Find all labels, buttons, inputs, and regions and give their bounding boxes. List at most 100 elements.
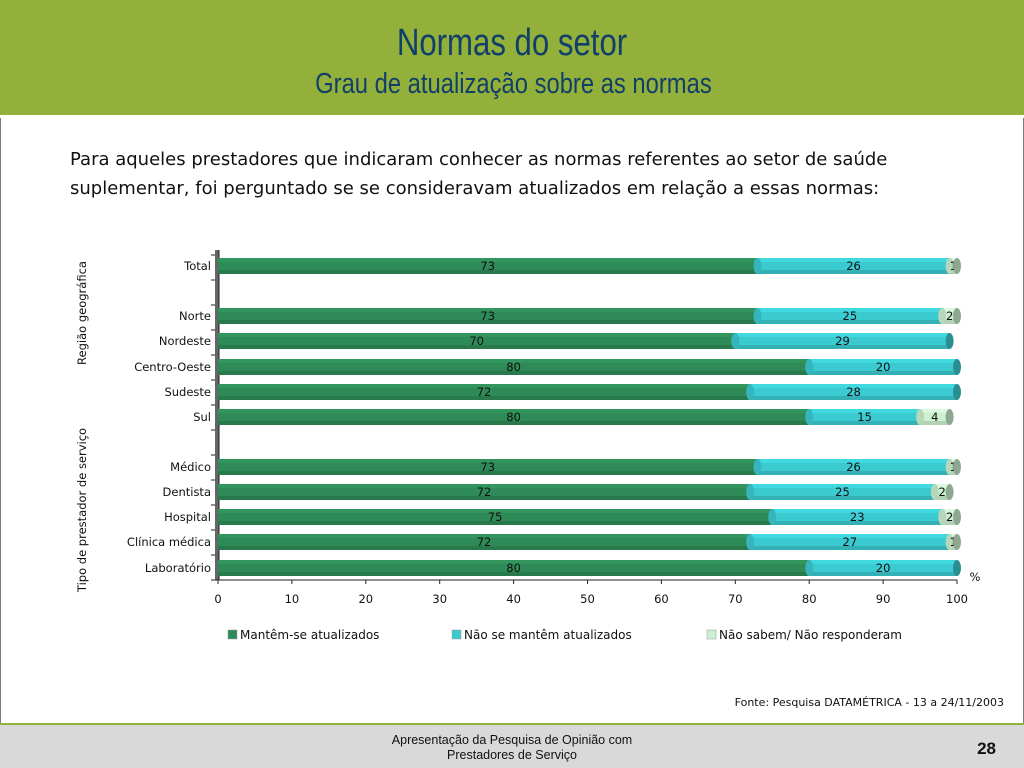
value-label-total-series-1: 73: [480, 259, 495, 273]
bar-joint-hospital-series-3: [938, 509, 947, 525]
category-label-norte: Norte: [179, 309, 211, 323]
value-label-norte-series-2: 25: [843, 309, 858, 323]
stacked-bar-chart: 0 10 20 30 40 50 60 70 80 90 100% Região geográfica…: [75, 250, 981, 642]
category-label-nordeste: Nordeste: [159, 334, 211, 348]
bar-joint-centro-oeste-series-2: [805, 359, 814, 375]
bar-shadow-medico-series-3: [949, 471, 957, 475]
x-tick-label-30: 30: [432, 592, 447, 606]
value-label-total-series-2: 26: [846, 259, 861, 273]
category-label-total: Total: [183, 259, 211, 273]
bar-highlight-hospital-series-2: [772, 509, 943, 513]
category-label-centro-oeste: Centro-Oeste: [134, 360, 211, 374]
intro-paragraph: Para aqueles prestadores que indicaram c…: [70, 149, 888, 199]
bar-shadow-total-series-2: [757, 270, 950, 274]
bar-shadow-hospital-series-3: [942, 521, 957, 525]
bar-highlight-dentista-series-3: [934, 484, 950, 488]
value-label-medico-series-2: 26: [846, 460, 861, 474]
bar-highlight-laboratorio-series-1: [218, 560, 810, 564]
bar-end-cap-nordeste: [945, 333, 954, 349]
bar-shadow-dentista-series-3: [934, 496, 950, 500]
bar-joint-dentista-series-2: [746, 484, 755, 500]
value-label-dentista-series-2: 25: [835, 485, 850, 499]
bar-highlight-laboratorio-series-2: [809, 560, 957, 564]
bar-highlight-centro-oeste-series-2: [809, 359, 957, 363]
x-tick-label-100: 100: [946, 592, 968, 606]
bar-highlight-sudeste-series-1: [218, 384, 751, 388]
x-tick-label-60: 60: [654, 592, 669, 606]
bar-highlight-dentista-series-1: [218, 484, 751, 488]
bar-highlight-sudeste-series-2: [750, 384, 957, 388]
bar-highlight-nordeste-series-2: [735, 333, 950, 337]
slide-footer: Apresentação da Pesquisa de Opinião com …: [0, 723, 1024, 768]
bar-highlight-total-series-2: [757, 258, 950, 262]
bar-highlight-sul-series-1: [218, 409, 810, 413]
x-tick-label-70: 70: [728, 592, 743, 606]
bar-end-cap-centro-oeste: [953, 359, 961, 375]
value-label-clinica-medica-series-2: 27: [843, 535, 858, 549]
bar-joint-total-series-2: [753, 258, 762, 274]
slide-header: Normas do setor Grau de atualização sobr…: [0, 0, 1024, 118]
value-label-sudeste-series-1: 72: [477, 385, 492, 399]
bar-joint-sul-series-3: [916, 409, 925, 425]
value-label-nordeste-series-2: 29: [835, 334, 850, 348]
value-label-nordeste-series-1: 70: [469, 334, 484, 348]
category-label-dentista: Dentista: [163, 485, 211, 499]
slide-subtitle: Grau de atualização sobre as normas: [315, 68, 712, 100]
value-label-sudeste-series-2: 28: [846, 385, 861, 399]
group-label-1: Região geográfica: [75, 261, 89, 365]
value-label-clinica-medica-series-1: 72: [477, 535, 492, 549]
bar-highlight-norte-series-2: [757, 308, 943, 312]
bar-shadow-nordeste-series-1: [218, 345, 736, 349]
category-label-sul: Sul: [193, 410, 211, 424]
axis-back-wall: [215, 250, 219, 580]
bar-shadow-sul-series-3: [920, 421, 950, 425]
bar-highlight-hospital-series-3: [942, 509, 957, 513]
value-label-dentista-series-1: 72: [477, 485, 492, 499]
legend-label-3: Não sabem/ Não responderam: [719, 628, 902, 642]
bar-shadow-clinica-medica-series-1: [218, 546, 751, 550]
category-label-medico: Médico: [170, 460, 211, 474]
legend-swatch-2: [451, 629, 462, 640]
legend-swatch-1: [227, 629, 238, 640]
bar-joint-clinica-medica-series-2: [746, 534, 755, 550]
bar-shadow-centro-oeste-series-1: [218, 371, 810, 375]
bar-shadow-sul-series-2: [809, 421, 921, 425]
x-unit-label: %: [970, 570, 981, 584]
bar-highlight-sul-series-2: [809, 409, 921, 413]
bar-shadow-hospital-series-2: [772, 521, 943, 525]
legend-label-1: Mantêm-se atualizados: [240, 628, 379, 642]
bar-shadow-laboratorio-series-1: [218, 572, 810, 576]
value-label-dentista-series-3: 2: [939, 485, 946, 499]
bar-joint-norte-series-2: [753, 308, 762, 324]
page-number: 28: [977, 739, 996, 758]
bar-highlight-clinica-medica-series-3: [949, 534, 957, 538]
bar-highlight-medico-series-3: [949, 459, 957, 463]
bar-joint-dentista-series-3: [930, 484, 939, 500]
bar-shadow-medico-series-2: [757, 471, 950, 475]
bar-highlight-sul-series-3: [920, 409, 950, 413]
bar-shadow-hospital-series-1: [218, 521, 773, 525]
bar-joint-nordeste-series-2: [731, 333, 740, 349]
footer-caption: Apresentação da Pesquisa de Opinião com …: [0, 733, 1024, 763]
x-tick-label-0: 0: [214, 592, 221, 606]
bar-highlight-clinica-medica-series-2: [750, 534, 950, 538]
value-label-sul-series-1: 80: [506, 410, 521, 424]
x-tick-label-90: 90: [876, 592, 891, 606]
bar-shadow-dentista-series-1: [218, 496, 751, 500]
bar-shadow-centro-oeste-series-2: [809, 371, 957, 375]
bar-joint-total-series-3: [945, 258, 954, 274]
bar-highlight-total-series-3: [949, 258, 957, 262]
group-label-2: Tipo de prestador de serviço: [75, 428, 89, 593]
value-label-norte-series-3: 2: [946, 309, 953, 323]
bar-joint-medico-series-2: [753, 459, 762, 475]
value-label-hospital-series-1: 75: [488, 510, 503, 524]
bar-end-cap-sudeste: [953, 384, 961, 400]
bar-joint-clinica-medica-series-3: [945, 534, 954, 550]
bar-highlight-dentista-series-2: [750, 484, 935, 488]
bar-end-cap-dentista: [945, 484, 954, 500]
bar-highlight-norte-series-3: [942, 308, 957, 312]
bar-shadow-norte-series-1: [218, 320, 758, 324]
bar-joint-laboratorio-series-2: [805, 560, 814, 576]
bar-joint-sudeste-series-2: [746, 384, 755, 400]
bar-end-cap-total: [953, 258, 961, 274]
